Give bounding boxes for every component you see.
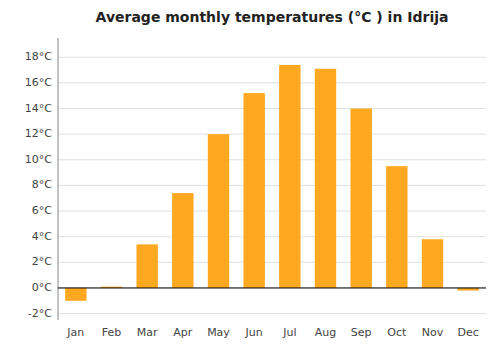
x-tick-label: Apr [173, 326, 193, 339]
chart: -2°C 0°C 2°C 4°C 6°C 8°C 10°C 12°C 14°C 16°C 18°C J… [0, 0, 500, 350]
bars [65, 65, 479, 301]
y-tick-label: 6°C [32, 204, 52, 217]
y-tick-label: 12°C [25, 127, 52, 140]
bar [315, 69, 336, 288]
bar [350, 109, 371, 288]
grid-line [58, 236, 486, 237]
y-tick-label: 18°C [25, 50, 52, 63]
grid-line [58, 57, 486, 58]
y-tick-label: 0°C [32, 281, 52, 294]
bar [279, 65, 300, 288]
x-tick-label: Mar [137, 326, 158, 339]
x-axis: Jan Feb Mar Apr May Jun Jul Aug Sep Oct Nov Dec [66, 326, 478, 339]
x-tick-label: Jul [282, 326, 296, 339]
y-tick-label: 10°C [25, 153, 52, 166]
grid-line [58, 134, 486, 135]
grid-line [58, 313, 486, 314]
y-tick-label: 8°C [32, 178, 52, 191]
grid-line [58, 185, 486, 186]
bar [243, 93, 264, 288]
bar [65, 288, 86, 301]
y-axis: -2°C 0°C 2°C 4°C 6°C 8°C 10°C 12°C 14°C 16°C 18°C [25, 38, 58, 320]
bar [422, 239, 443, 288]
y-tick-label: 16°C [25, 76, 52, 89]
y-tick-label: 4°C [32, 230, 52, 243]
grid-line [58, 287, 486, 288]
bar [208, 134, 229, 288]
x-tick-label: Nov [422, 326, 444, 339]
x-tick-label: Feb [102, 326, 121, 339]
x-tick-label: May [207, 326, 230, 339]
bar [172, 193, 193, 288]
title: Average monthly temperatures (°C ) in Id… [96, 9, 449, 25]
grid-line [58, 82, 486, 83]
x-tick-label: Sep [351, 326, 372, 339]
y-tick-label: 2°C [32, 255, 52, 268]
bar [386, 166, 407, 288]
y-axis-line [58, 38, 59, 320]
x-tick-label: Jan [66, 326, 84, 339]
y-tick-label: 14°C [25, 102, 52, 115]
x-tick-label: Dec [458, 326, 479, 339]
grid-line [58, 211, 486, 212]
grid-line [58, 159, 486, 160]
zero-line [58, 287, 486, 288]
x-tick-label: Aug [315, 326, 336, 339]
bar [136, 244, 157, 288]
grid-line [58, 108, 486, 109]
x-tick-label: Oct [387, 326, 407, 339]
y-tick-label: -2°C [28, 307, 52, 320]
x-tick-label: Jun [245, 326, 263, 339]
grid [58, 57, 486, 313]
chart-container: -2°C 0°C 2°C 4°C 6°C 8°C 10°C 12°C 14°C 16°C 18°C J… [0, 0, 500, 350]
